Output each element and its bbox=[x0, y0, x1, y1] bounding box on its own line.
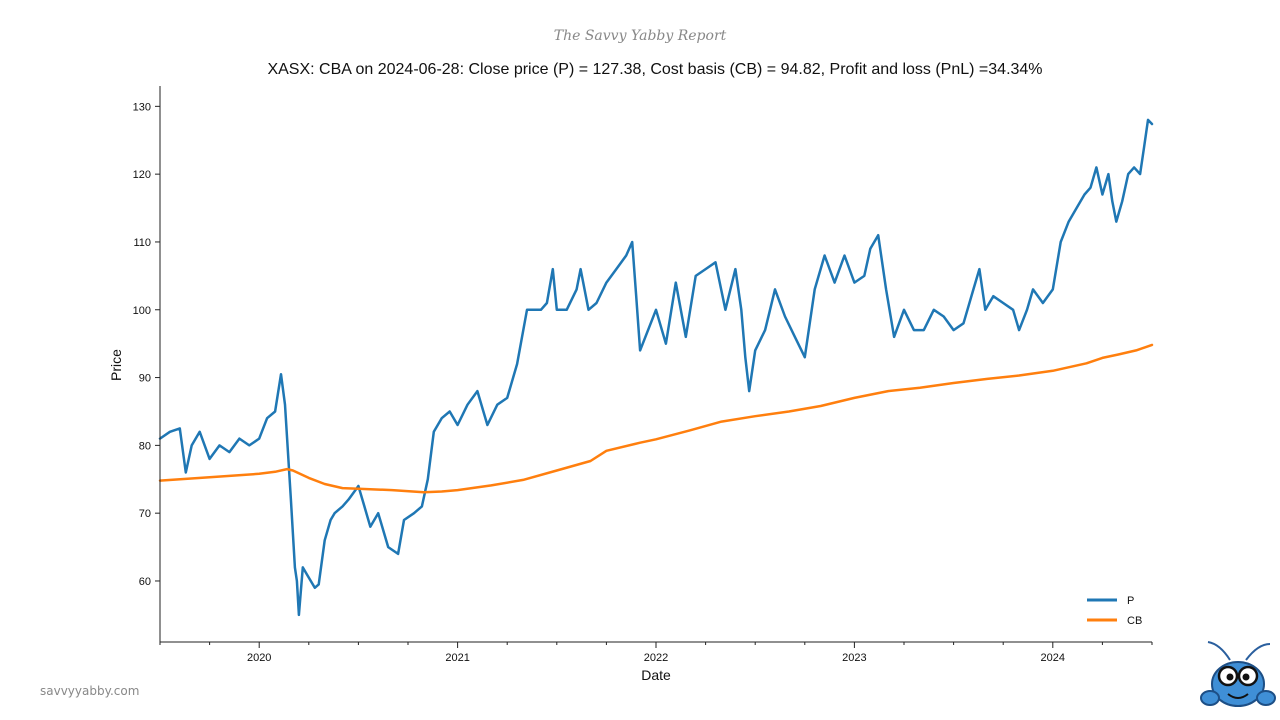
brand-header: The Savvy Yabby Report bbox=[553, 28, 727, 44]
chart-title: XASX: CBA on 2024-06-28: Close price (P)… bbox=[267, 61, 1043, 78]
x-tick-label: 2024 bbox=[1041, 652, 1065, 664]
x-tick-label: 2022 bbox=[644, 652, 668, 664]
y-axis-label: Price bbox=[108, 349, 124, 381]
x-axis-label: Date bbox=[641, 667, 671, 683]
legend-label-p: P bbox=[1127, 595, 1134, 607]
y-tick-label: 130 bbox=[133, 101, 151, 113]
y-tick-label: 90 bbox=[139, 373, 151, 385]
legend-label-cb: CB bbox=[1127, 615, 1142, 627]
series-line-cb bbox=[158, 343, 1154, 494]
y-tick-label: 60 bbox=[139, 576, 151, 588]
x-tick-label: 2021 bbox=[445, 652, 469, 664]
y-tick-label: 80 bbox=[139, 440, 151, 452]
series-line-p bbox=[158, 118, 1154, 617]
x-tick-label: 2020 bbox=[247, 652, 271, 664]
y-axis-ticks: 60 70 80 90 100 110 120 130 bbox=[133, 101, 160, 588]
chart-legend: P CB bbox=[1087, 595, 1142, 627]
website-footer: savvyyabby.com bbox=[40, 684, 140, 698]
y-tick-label: 70 bbox=[139, 508, 151, 520]
y-tick-label: 120 bbox=[133, 169, 151, 181]
x-tick-label: 2023 bbox=[842, 652, 866, 664]
yabby-mascot-icon bbox=[1200, 641, 1276, 707]
series-lines bbox=[158, 118, 1154, 617]
x-axis-ticks: 2020 2021 2022 2023 2024 bbox=[159, 642, 1153, 664]
y-tick-label: 100 bbox=[133, 305, 151, 317]
y-tick-label: 110 bbox=[133, 237, 151, 249]
